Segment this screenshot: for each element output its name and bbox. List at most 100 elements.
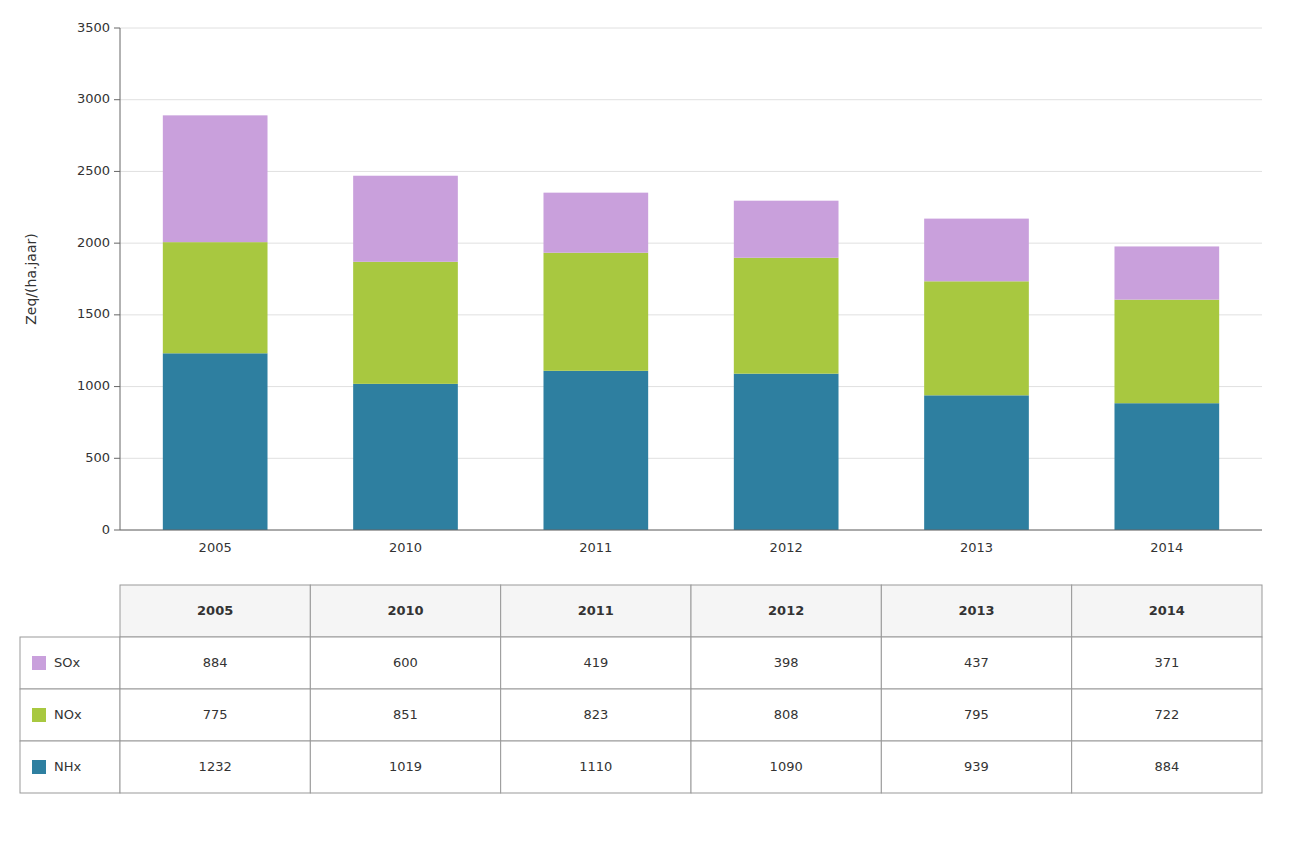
bar-segment bbox=[353, 262, 458, 384]
table-row-label-cell bbox=[20, 689, 120, 741]
y-tick-label: 2000 bbox=[77, 235, 110, 250]
bar-segment bbox=[353, 384, 458, 530]
x-tick-label: 2005 bbox=[199, 540, 232, 555]
bar-segment bbox=[163, 242, 268, 353]
table-header-cell bbox=[501, 585, 691, 637]
table-row-label: NOx bbox=[54, 707, 82, 722]
table-header-label: 2012 bbox=[768, 603, 804, 618]
table-value: 884 bbox=[203, 655, 228, 670]
table-cell bbox=[691, 741, 881, 793]
table-cell bbox=[310, 741, 500, 793]
table-value: 1232 bbox=[199, 759, 232, 774]
grid-line bbox=[120, 99, 1262, 100]
table-value: 1019 bbox=[389, 759, 422, 774]
table-value: 722 bbox=[1154, 707, 1179, 722]
series-bars bbox=[163, 115, 1219, 299]
bar-segment bbox=[543, 253, 648, 371]
table-header-label: 2005 bbox=[197, 603, 233, 618]
table-value: 795 bbox=[964, 707, 989, 722]
series-bars bbox=[163, 353, 1219, 530]
x-tick-label: 2013 bbox=[960, 540, 993, 555]
table-header-cell bbox=[881, 585, 1071, 637]
y-tick-label: 1500 bbox=[77, 306, 110, 321]
bar-segment bbox=[734, 374, 839, 530]
table-cell bbox=[881, 741, 1071, 793]
table-header-label: 2013 bbox=[958, 603, 994, 618]
grid-line bbox=[120, 530, 1262, 531]
table-cell bbox=[1072, 741, 1262, 793]
y-axis: 0500100015002000250030003500 bbox=[77, 20, 120, 537]
table-header-cell bbox=[310, 585, 500, 637]
table-value: 851 bbox=[393, 707, 418, 722]
bar-segment bbox=[734, 201, 839, 258]
x-axis: 200520102011201220132014 bbox=[120, 530, 1262, 555]
bar-segment bbox=[734, 258, 839, 374]
table-cell bbox=[501, 689, 691, 741]
series-bars bbox=[163, 242, 1219, 403]
chart-svg: 0500100015002000250030003500Zeq/(ha.jaar… bbox=[0, 0, 1292, 844]
table-row-label-cell bbox=[20, 741, 120, 793]
table-value: 437 bbox=[964, 655, 989, 670]
table-row-label: NHx bbox=[54, 759, 82, 774]
y-axis-line bbox=[120, 28, 121, 530]
table-cell bbox=[501, 741, 691, 793]
table-cell bbox=[881, 689, 1071, 741]
x-tick-label: 2014 bbox=[1150, 540, 1183, 555]
table-cell bbox=[120, 741, 310, 793]
table-value: 939 bbox=[964, 759, 989, 774]
grid-line bbox=[120, 458, 1262, 459]
y-tick-label: 3500 bbox=[77, 20, 110, 35]
x-tick-label: 2010 bbox=[389, 540, 422, 555]
table-header-cell bbox=[691, 585, 881, 637]
grid-line bbox=[120, 386, 1262, 387]
bar-segment bbox=[1114, 246, 1219, 299]
table-row-label-cell bbox=[20, 637, 120, 689]
y-grid bbox=[120, 28, 1262, 530]
y-tick bbox=[114, 458, 120, 459]
table-value: 600 bbox=[393, 655, 418, 670]
table-value: 1110 bbox=[579, 759, 612, 774]
y-tick-label: 1000 bbox=[77, 378, 110, 393]
table-value: 398 bbox=[774, 655, 799, 670]
bar-segment bbox=[924, 219, 1029, 282]
table-header-cell bbox=[1072, 585, 1262, 637]
y-tick bbox=[114, 243, 120, 244]
bar-segment bbox=[543, 193, 648, 253]
bar-segment bbox=[353, 176, 458, 262]
table-header-label: 2014 bbox=[1149, 603, 1185, 618]
table-cell bbox=[120, 637, 310, 689]
table-header-label: 2011 bbox=[578, 603, 614, 618]
table-row-label: SOx bbox=[54, 655, 80, 670]
grid-line bbox=[120, 314, 1262, 315]
table-header-cell bbox=[120, 585, 310, 637]
table-value: 884 bbox=[1154, 759, 1179, 774]
y-tick-label: 0 bbox=[102, 522, 110, 537]
grid-line bbox=[120, 243, 1262, 244]
y-tick bbox=[114, 28, 120, 29]
x-tick-label: 2012 bbox=[770, 540, 803, 555]
bar-segment bbox=[163, 115, 268, 242]
table-cell bbox=[691, 637, 881, 689]
y-tick-label: 2500 bbox=[77, 163, 110, 178]
bar-segment bbox=[1114, 403, 1219, 530]
x-axis-line bbox=[120, 530, 1262, 531]
table-value: 371 bbox=[1154, 655, 1179, 670]
table-cell bbox=[1072, 689, 1262, 741]
table-cell bbox=[310, 637, 500, 689]
table-cell bbox=[501, 637, 691, 689]
chart-container: 0500100015002000250030003500Zeq/(ha.jaar… bbox=[0, 0, 1292, 844]
y-tick bbox=[114, 314, 120, 315]
table-row-swatch bbox=[32, 708, 46, 722]
table-value: 823 bbox=[583, 707, 608, 722]
grid-line bbox=[120, 28, 1262, 29]
bar-segment bbox=[1114, 300, 1219, 404]
bar-segment bbox=[543, 371, 648, 530]
table-value: 419 bbox=[583, 655, 608, 670]
table-cell bbox=[691, 689, 881, 741]
y-tick-label: 3000 bbox=[77, 91, 110, 106]
table-value: 1090 bbox=[770, 759, 803, 774]
grid-line bbox=[120, 171, 1262, 172]
table-cell bbox=[1072, 637, 1262, 689]
bar-segment bbox=[924, 395, 1029, 530]
table-row-swatch bbox=[32, 760, 46, 774]
